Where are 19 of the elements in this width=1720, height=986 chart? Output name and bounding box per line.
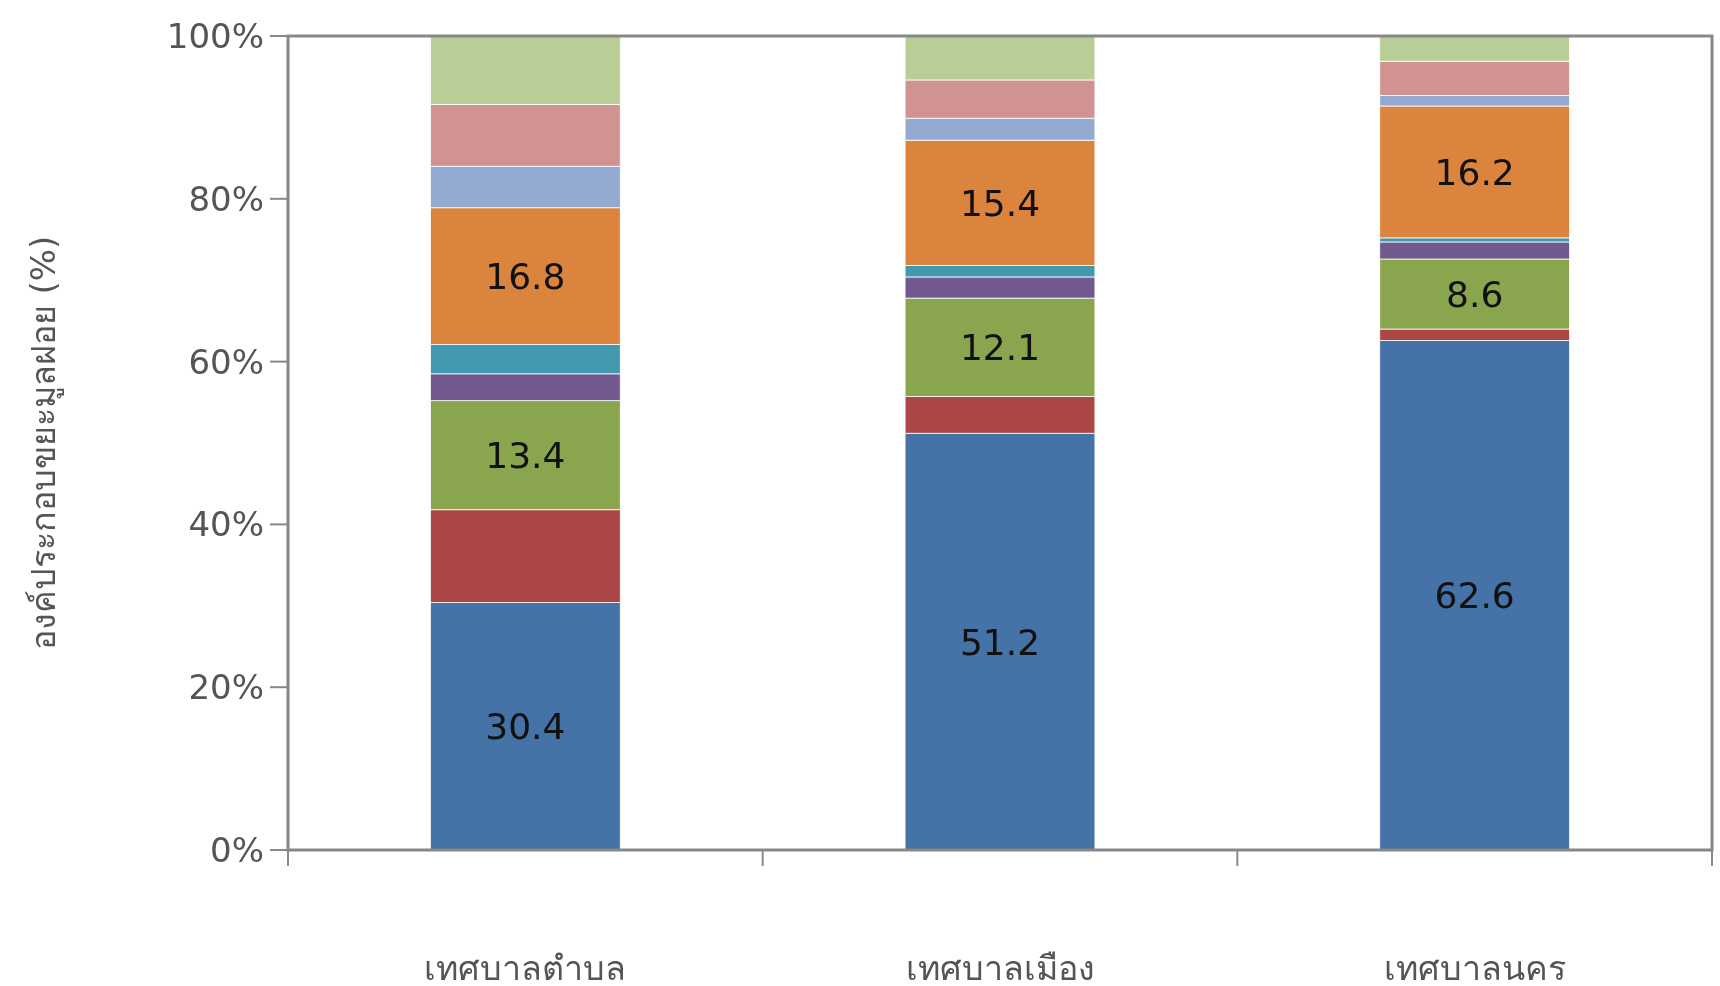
data-label: 8.6	[1446, 274, 1504, 316]
data-label: 15.4	[959, 182, 1041, 224]
y-tick-label: 100%	[166, 16, 264, 56]
data-label: 51.2	[959, 621, 1041, 663]
y-tick-label: 60%	[188, 341, 264, 382]
data-label: 12.1	[959, 327, 1041, 369]
data-label: 16.8	[485, 256, 566, 298]
data-label: 62.6	[1434, 575, 1515, 617]
y-tick-label: 80%	[188, 178, 264, 219]
y-tick-label: 20%	[188, 667, 264, 708]
x-tick-label: เทศบาลนคร	[1383, 948, 1566, 986]
y-tick-label: 40%	[188, 504, 264, 545]
data-label: 30.4	[485, 706, 566, 748]
data-label: 16.2	[1434, 151, 1515, 193]
data-label: 13.4	[485, 435, 566, 477]
x-tick-label: เทศบาลตำบล	[424, 948, 627, 986]
y-tick-label: 0%	[210, 830, 264, 870]
y-axis-title: องค์ประกอบขยะมูลฝอย (%)	[23, 235, 64, 651]
x-tick-label: เทศบาลเมือง	[905, 948, 1095, 986]
